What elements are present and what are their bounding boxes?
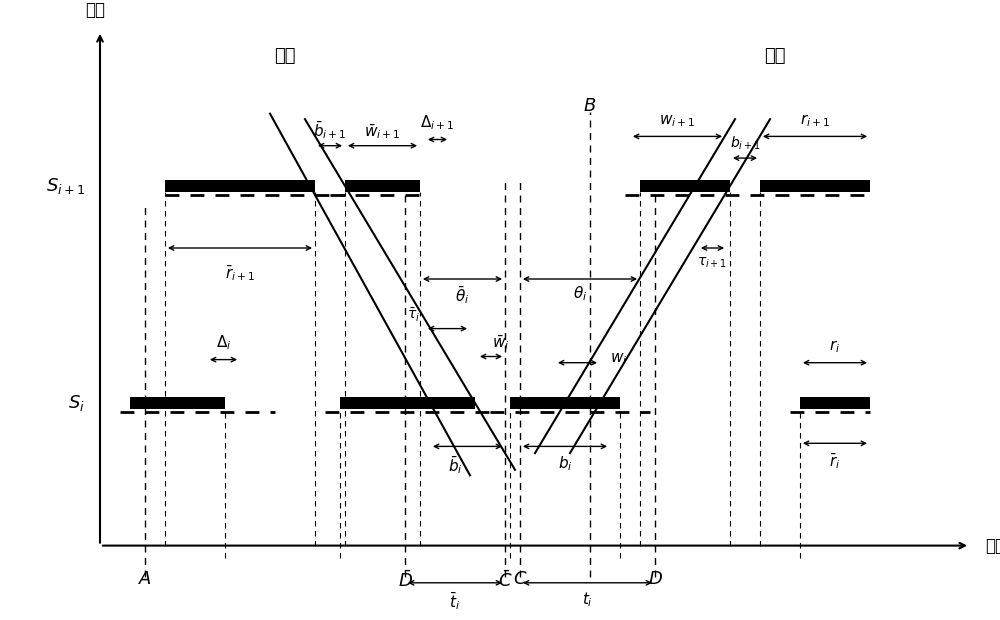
Text: $b_{i+1}$: $b_{i+1}$: [730, 135, 760, 152]
Text: $\bar{\tau}_i$: $\bar{\tau}_i$: [407, 306, 420, 324]
Text: $\bar{r}_{i+1}$: $\bar{r}_{i+1}$: [225, 264, 255, 283]
Text: $\bar{\theta}_i$: $\bar{\theta}_i$: [455, 284, 470, 306]
Text: $\Delta_i$: $\Delta_i$: [216, 334, 231, 352]
Text: $\bar{b}_{i+1}$: $\bar{b}_{i+1}$: [313, 119, 347, 141]
Text: $S_{i+1}$: $S_{i+1}$: [46, 176, 85, 196]
Text: $r_{i+1}$: $r_{i+1}$: [800, 112, 830, 129]
FancyBboxPatch shape: [800, 397, 870, 409]
Text: $\bar{r}_i$: $\bar{r}_i$: [829, 451, 841, 471]
Text: $\theta_i$: $\theta_i$: [573, 284, 587, 303]
Text: $\bar{t}_i$: $\bar{t}_i$: [449, 590, 461, 612]
Text: $D$: $D$: [648, 570, 662, 588]
FancyBboxPatch shape: [130, 397, 225, 409]
Text: 上行: 上行: [764, 46, 786, 65]
Text: $\bar{w}_{i+1}$: $\bar{w}_{i+1}$: [364, 122, 401, 141]
Text: $b_i$: $b_i$: [558, 454, 572, 472]
Text: $\bar{b}_i$: $\bar{b}_i$: [448, 454, 462, 476]
Text: $t_i$: $t_i$: [582, 590, 593, 609]
Text: 距离: 距离: [85, 1, 105, 19]
Text: $S_i$: $S_i$: [68, 393, 85, 413]
Text: $\bar{w}_i$: $\bar{w}_i$: [492, 333, 510, 352]
Text: $w_{i+1}$: $w_{i+1}$: [659, 113, 696, 129]
Text: $\tau_{i+1}$: $\tau_{i+1}$: [697, 255, 728, 270]
Text: $B$: $B$: [583, 97, 597, 115]
FancyBboxPatch shape: [345, 180, 420, 192]
Text: $C$: $C$: [513, 570, 527, 588]
Text: $w_i$: $w_i$: [610, 352, 627, 368]
FancyBboxPatch shape: [165, 180, 315, 192]
FancyBboxPatch shape: [640, 180, 730, 192]
Text: 下行: 下行: [274, 46, 296, 65]
FancyBboxPatch shape: [510, 397, 620, 409]
FancyBboxPatch shape: [760, 180, 870, 192]
Text: $\Delta_{i+1}$: $\Delta_{i+1}$: [420, 113, 455, 132]
Text: 时间: 时间: [985, 536, 1000, 555]
Text: $A$: $A$: [138, 570, 152, 588]
FancyBboxPatch shape: [340, 397, 475, 409]
Text: $\bar{D}$: $\bar{D}$: [398, 570, 413, 591]
Text: $r_i$: $r_i$: [829, 339, 841, 355]
Text: $\bar{C}$: $\bar{C}$: [498, 570, 512, 591]
